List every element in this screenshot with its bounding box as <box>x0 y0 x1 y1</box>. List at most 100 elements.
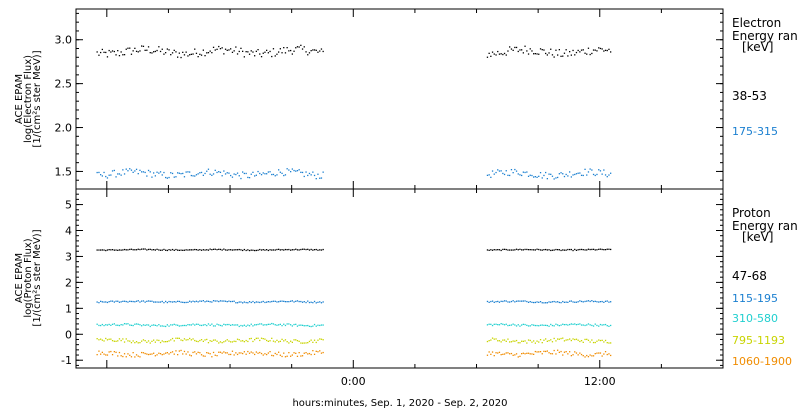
proton-data-point <box>129 340 131 342</box>
electron-data-point <box>151 52 153 54</box>
proton-data-point <box>228 323 230 326</box>
proton-data-point <box>551 353 554 355</box>
proton-data-point <box>147 300 150 302</box>
proton-data-point <box>199 300 201 302</box>
proton-data-point <box>262 324 264 326</box>
proton-data-point <box>153 352 155 354</box>
proton-data-point <box>538 341 540 343</box>
proton-data-point <box>195 353 198 355</box>
proton-data-point <box>255 301 257 303</box>
electron-data-point <box>313 174 316 177</box>
proton-data-point <box>259 248 261 251</box>
proton-data-point <box>264 249 266 251</box>
electron-data-point <box>269 50 271 53</box>
electron-data-point <box>137 173 139 175</box>
proton-data-point <box>166 340 168 343</box>
electron-data-point <box>533 53 535 55</box>
proton-data-point <box>604 249 607 251</box>
proton-legend-title-2: Energy ran <box>732 219 798 233</box>
electron-data-point <box>204 172 206 175</box>
proton-legend-title-1: Proton <box>732 206 771 220</box>
proton-data-point <box>223 300 225 302</box>
proton-data-point <box>502 353 504 355</box>
proton-data-point <box>320 338 323 340</box>
electron-data-point <box>488 52 490 54</box>
proton-data-point <box>130 324 133 326</box>
electron-data-point <box>96 51 98 53</box>
proton-data-point <box>310 325 312 328</box>
proton-data-point <box>594 249 596 251</box>
proton-data-point <box>295 323 297 325</box>
electron-data-point <box>509 46 511 48</box>
proton-data-point <box>134 356 136 358</box>
proton-data-point <box>202 249 204 251</box>
proton-data-point <box>502 339 504 341</box>
electron-data-point <box>527 175 530 177</box>
electron-data-point <box>308 172 311 175</box>
proton-data-point <box>510 324 513 326</box>
proton-data-point <box>604 351 607 353</box>
electron-data-point <box>228 172 230 174</box>
proton-data-point <box>539 324 542 326</box>
proton-data-point <box>296 355 299 357</box>
proton-data-point <box>108 351 110 353</box>
proton-data-point <box>515 300 518 302</box>
proton-data-point <box>187 351 189 353</box>
proton-data-point <box>96 249 98 251</box>
proton-data-point <box>185 339 187 341</box>
proton-data-point <box>284 339 287 341</box>
electron-data-point <box>296 170 299 172</box>
electron-data-point <box>221 175 223 177</box>
proton-data-point <box>317 249 319 251</box>
proton-data-point <box>137 300 139 302</box>
proton-data-point <box>156 248 158 250</box>
proton-data-point <box>538 248 540 251</box>
electron-ylabel: ACE EPAM log(Electron Flux) [1/(cm²s ste… <box>14 50 43 147</box>
proton-data-point <box>488 340 490 342</box>
proton-data-point <box>307 342 309 344</box>
proton-data-point <box>603 341 605 343</box>
proton-data-point <box>550 249 552 252</box>
electron-data-point <box>271 173 273 176</box>
electron-data-point <box>524 45 526 47</box>
proton-data-point <box>310 353 312 356</box>
proton-data-point <box>550 323 552 326</box>
proton-data-point <box>231 300 234 303</box>
proton-data-point <box>288 342 290 344</box>
proton-data-point <box>183 338 186 340</box>
proton-data-point <box>555 248 557 251</box>
proton-data-point <box>512 323 514 325</box>
proton-data-point <box>286 323 288 325</box>
proton-data-point <box>120 301 122 303</box>
proton-data-point <box>322 248 324 251</box>
electron-data-point <box>230 174 232 177</box>
proton-data-point <box>165 300 167 303</box>
proton-data-point <box>214 300 216 302</box>
proton-data-point <box>144 248 146 250</box>
proton-data-point <box>592 248 595 250</box>
proton-data-point <box>161 300 163 303</box>
proton-data-point <box>216 323 218 325</box>
electron-data-point <box>301 171 304 174</box>
proton-data-point <box>137 342 139 344</box>
proton-data-point <box>101 249 103 251</box>
proton-data-point <box>510 352 513 355</box>
proton-data-point <box>276 248 278 251</box>
proton-data-point <box>300 342 302 344</box>
electron-data-point <box>317 51 319 53</box>
proton-data-point <box>197 323 199 325</box>
proton-data-point <box>194 351 196 353</box>
electron-data-point <box>507 50 509 52</box>
proton-data-point <box>171 301 174 303</box>
proton-data-point <box>216 249 218 251</box>
electron-data-point <box>296 46 299 48</box>
proton-data-point <box>151 300 153 302</box>
electron-data-point <box>507 174 509 176</box>
proton-data-point <box>204 249 206 251</box>
proton-data-point <box>603 324 605 326</box>
electron-data-point <box>209 50 211 52</box>
proton-data-point <box>584 356 586 358</box>
proton-data-point <box>298 352 300 354</box>
proton-data-point <box>255 337 257 339</box>
proton-data-point <box>502 323 504 325</box>
